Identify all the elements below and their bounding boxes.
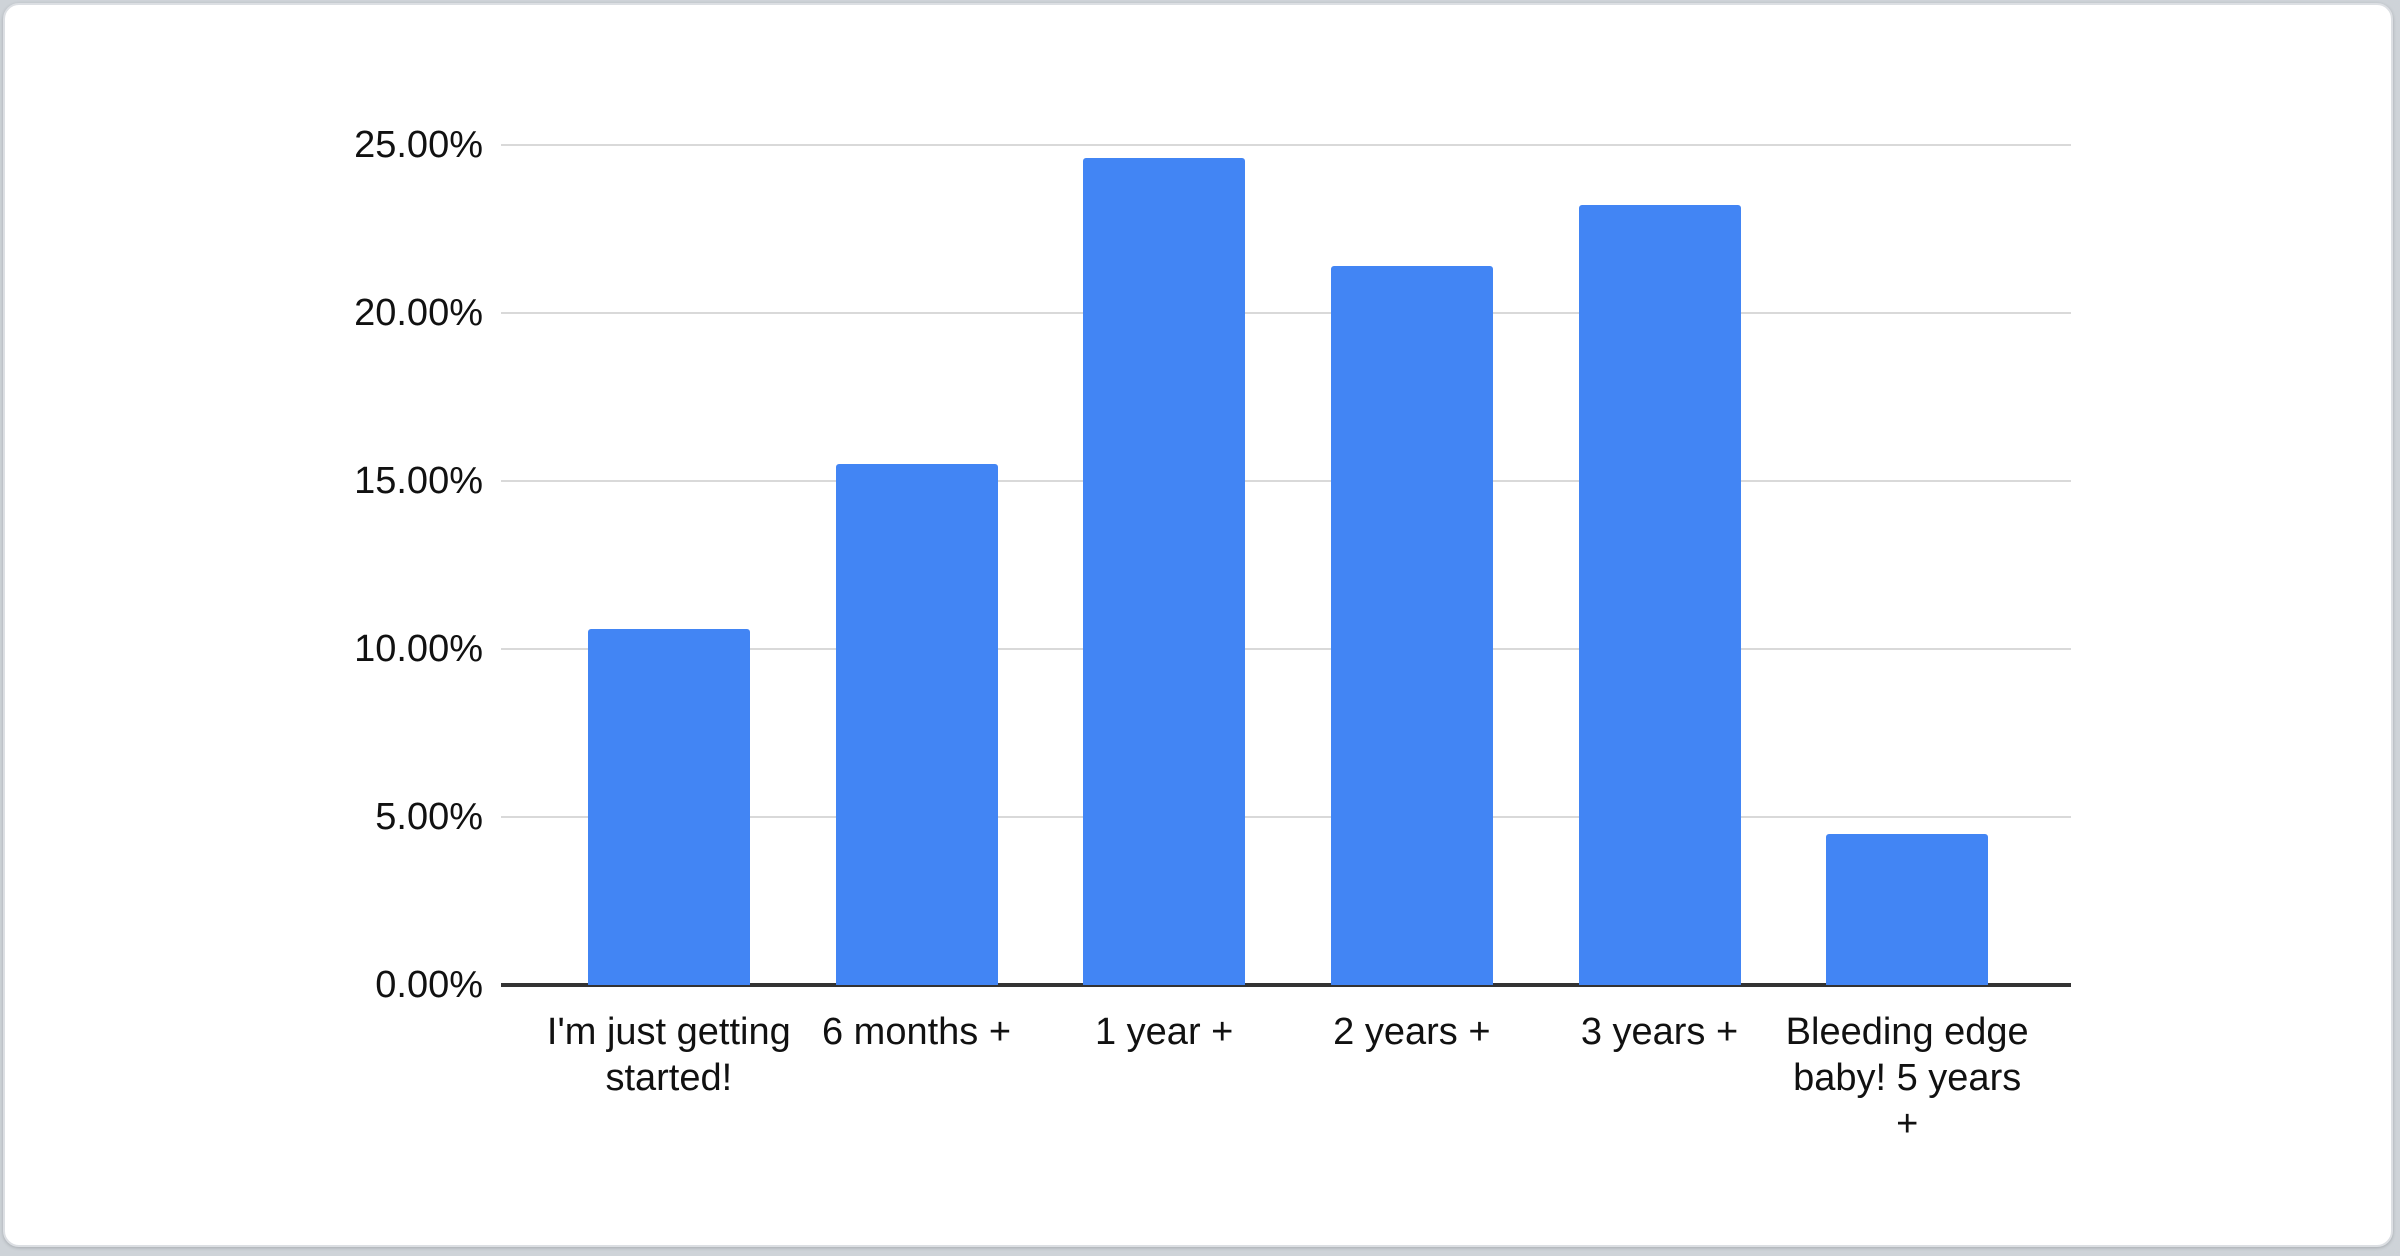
bar[interactable] (1826, 833, 1989, 985)
x-axis-category-label: 6 months + (821, 1011, 1012, 1053)
bar[interactable] (1083, 158, 1246, 985)
x-axis-category-label: Bleeding edge baby! 5 years + (1785, 1011, 2029, 1145)
gridline (501, 144, 2071, 146)
y-axis-tick-label: 20.00% (354, 292, 483, 334)
bar[interactable] (1578, 205, 1741, 985)
x-axis-line (501, 983, 2071, 987)
gridline (501, 648, 2071, 650)
bar-chart: 0.00% 5.00% 10.00% 15.00% 20.00% 25.00% I'm ju… (5, 5, 2391, 1245)
bar[interactable] (587, 628, 750, 985)
gridline (501, 312, 2071, 314)
y-axis-tick-label: 25.00% (354, 124, 483, 166)
bar[interactable] (835, 464, 998, 985)
x-axis-category-label: 2 years + (1333, 1011, 1491, 1053)
gridline (501, 480, 2071, 482)
y-axis-tick-label: 15.00% (354, 460, 483, 502)
x-axis-category-label: 3 years + (1580, 1011, 1739, 1053)
y-axis-tick-label: 0.00% (375, 964, 483, 1006)
y-axis-tick-label: 5.00% (375, 796, 483, 838)
y-axis-tick-label: 10.00% (354, 628, 483, 670)
bar[interactable] (1330, 265, 1493, 985)
x-axis-category-label: I'm just getting started! (546, 1011, 791, 1099)
gridline (501, 816, 2071, 818)
x-axis-category-label: 1 year + (1094, 1011, 1234, 1053)
chart-card: 0.00% 5.00% 10.00% 15.00% 20.00% 25.00% I'm ju… (3, 3, 2393, 1247)
